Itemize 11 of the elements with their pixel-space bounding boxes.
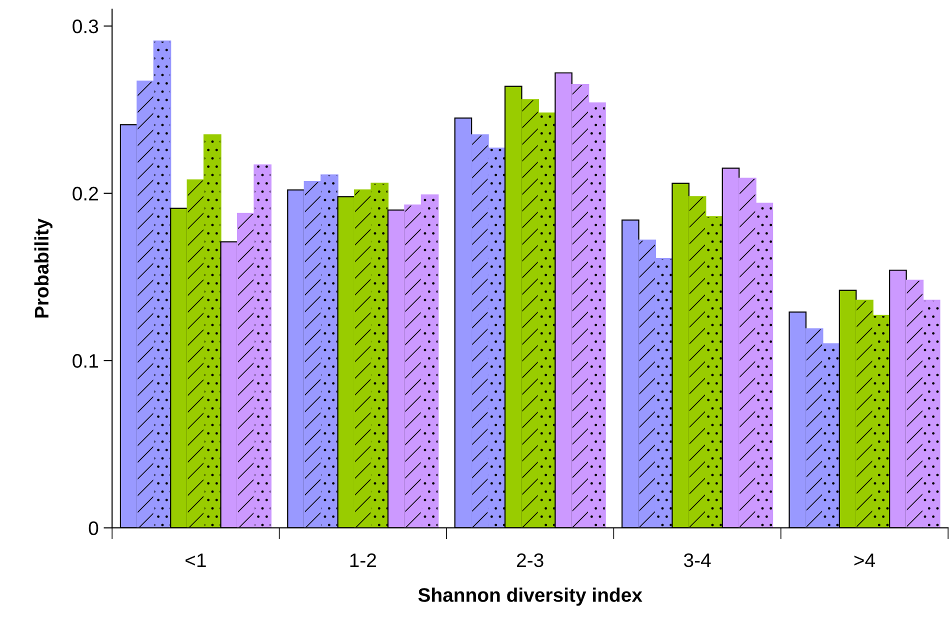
- y-tick-label: 0.2: [72, 186, 98, 201]
- x-tick-label: >4: [854, 554, 876, 567]
- y-tick-label: 0: [88, 521, 98, 536]
- y-tick-label: 0.3: [72, 20, 98, 34]
- x-axis-title: Shannon diversity index: [418, 588, 642, 606]
- x-tick-label: 3-4: [684, 553, 711, 568]
- y-axis-title: Probability: [34, 218, 52, 318]
- y-tick-label: 0.1: [72, 354, 98, 368]
- x-tick-label: <1: [186, 554, 206, 567]
- x-tick-label: 1-2: [350, 553, 376, 567]
- x-tick-label: 2-3: [517, 553, 544, 568]
